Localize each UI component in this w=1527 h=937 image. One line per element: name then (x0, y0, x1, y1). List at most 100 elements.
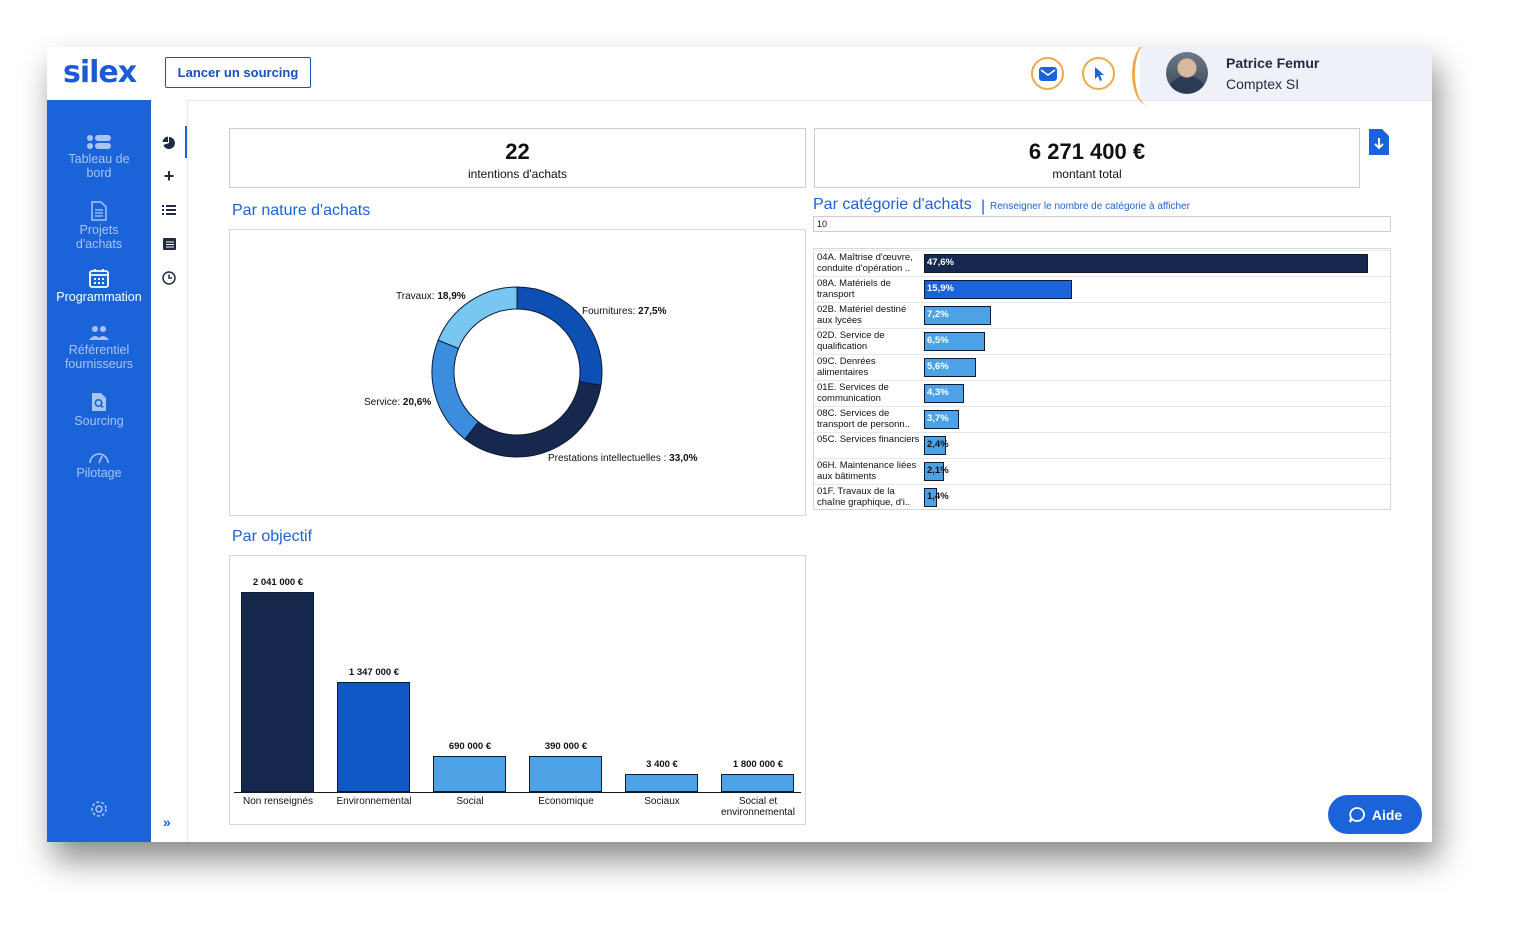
sidebar-item-programmation[interactable]: Programmation (47, 268, 151, 304)
category-bar-row[interactable]: 06H. Maintenance liées aux bâtiments 2,1% (814, 458, 1390, 485)
category-bar[interactable] (924, 410, 959, 429)
category-bar-value: 15,9% (927, 283, 954, 294)
mail-icon (1038, 66, 1057, 81)
help-button[interactable]: Aide (1328, 795, 1422, 834)
category-bar-label: 09C. Denrées alimentaires (817, 356, 876, 378)
sidebar-item-projects[interactable]: Projets d'achats (47, 201, 151, 251)
donut-slice-travaux[interactable] (437, 286, 518, 350)
category-count-input[interactable]: 10 (813, 216, 1391, 232)
objective-bar-chart: 2 041 000 € Non renseignés 1 347 000 € Envi… (229, 555, 806, 825)
user-panel-arc (1132, 47, 1163, 105)
category-bar[interactable] (924, 384, 965, 403)
pie-chart-icon (162, 136, 175, 149)
settings-gear-icon[interactable] (88, 798, 110, 820)
category-bar-row[interactable]: 08A. Matériels de transport 15,9% (814, 276, 1390, 303)
category-bar[interactable] (924, 254, 1368, 273)
donut-slice-prestations[interactable] (464, 381, 602, 458)
category-bar[interactable] (924, 462, 944, 481)
category-bar[interactable] (924, 436, 947, 455)
table-icon (162, 238, 176, 250)
app-window: silex Lancer un sourcing Patrice Femur C… (47, 47, 1432, 842)
list-view-button[interactable] (160, 201, 178, 219)
category-bar-row[interactable]: 08C. Services de transport de personn.. 3… (814, 406, 1390, 433)
user-panel[interactable]: Patrice Femur Comptex SI (1132, 47, 1432, 105)
sidebar-item-label: Tableau de bord (68, 152, 130, 180)
sidebar-item-suppliers[interactable]: Référentiel fournisseurs (47, 325, 151, 371)
category-bar-label: 01F. Travaux de la chaîne graphique, d'i… (817, 486, 911, 508)
kpi-value: 22 (505, 139, 530, 164)
objective-bar-category: Social (456, 796, 484, 807)
calendar-icon (89, 269, 109, 288)
main-sidebar: Tableau de bord Projets d'achats Program… (47, 100, 151, 842)
category-bar-value: 7,2% (927, 309, 949, 320)
category-bar[interactable] (924, 488, 938, 507)
nature-chart-title: Par nature d'achats (232, 202, 371, 219)
category-chart-title: Par catégorie d'achats (813, 196, 972, 213)
objective-bar-category: Non renseignés (242, 796, 314, 807)
objective-bar[interactable] (625, 774, 698, 792)
category-bar-label: 08A. Matériels de transport (817, 278, 891, 300)
sidebar-item-label: Sourcing (74, 414, 124, 428)
category-bar-label: 06H. Maintenance liées aux bâtiments (817, 460, 917, 482)
add-icon[interactable]: + (163, 165, 175, 186)
category-bar[interactable] (924, 358, 977, 377)
category-bar-row[interactable]: 01E. Services de communication 4,3% (814, 380, 1390, 407)
category-bar[interactable] (924, 306, 992, 325)
launch-sourcing-button[interactable]: Lancer un sourcing (165, 57, 311, 88)
user-organization: Comptex SI (1226, 76, 1300, 92)
sidebar-item-label: Programmation (56, 290, 142, 304)
sidebar-item-label: Pilotage (76, 466, 122, 480)
category-bar-value: 4,3% (927, 387, 949, 398)
sidebar-item-dashboard[interactable]: Tableau de bord (47, 134, 151, 180)
objective-bar-value: 3 400 € (646, 759, 678, 770)
objective-bar[interactable] (433, 756, 506, 792)
category-bar-row[interactable]: 02D. Service de qualification 6,5% (814, 328, 1390, 355)
kpi-intentions: 22 intentions d'achats (229, 128, 806, 188)
pointer-icon (1094, 66, 1104, 81)
pie-chart-view-button[interactable] (160, 134, 178, 152)
top-header: silex Lancer un sourcing Patrice Femur C… (47, 47, 1432, 105)
sidebar-item-pilotage[interactable]: Pilotage (47, 450, 151, 480)
category-bar-row[interactable]: 05C. Services financiers 2,4% (814, 432, 1390, 459)
sidebar-item-sourcing[interactable]: Sourcing (47, 392, 151, 428)
category-bar-row[interactable]: 04A. Maîtrise d'œuvre, conduite d'opérat… (814, 250, 1390, 277)
objective-bar[interactable] (529, 756, 602, 792)
notification-button[interactable] (1082, 57, 1115, 90)
category-bar-row[interactable]: 09C. Denrées alimentaires 5,6% (814, 354, 1390, 381)
category-bar[interactable] (924, 332, 985, 351)
mail-button[interactable] (1031, 57, 1064, 90)
category-bar-value: 2,4% (927, 439, 949, 450)
category-bar-row[interactable]: 02B. Matériel destiné aux lycées 7,2% (814, 302, 1390, 329)
objective-bar[interactable] (241, 592, 314, 792)
donut-slice-service[interactable] (431, 339, 480, 440)
objective-chart-baseline (234, 792, 801, 793)
category-bar-value: 5,6% (927, 361, 949, 372)
clock-icon (162, 271, 176, 285)
sidebar-item-label: Projets d'achats (75, 223, 123, 251)
objective-bar[interactable] (337, 682, 410, 792)
history-button[interactable] (160, 269, 178, 287)
kpi-label: intentions d'achats (467, 167, 568, 181)
category-bar-value: 6,5% (927, 335, 949, 346)
category-bar-value: 3,7% (927, 413, 949, 424)
category-bar-label: 04A. Maîtrise d'œuvre, conduite d'opérat… (817, 252, 913, 274)
objective-chart-title: Par objectif (232, 528, 313, 545)
list-icon (162, 205, 176, 215)
table-view-button[interactable] (160, 235, 178, 253)
category-bar-value: 47,6% (927, 257, 954, 268)
category-bar-label: 01E. Services de communication (817, 382, 889, 404)
category-count-hint: Renseigner le nombre de catégorie à affi… (990, 201, 1190, 212)
donut-label-fournitures: Fournitures: 27,5% (582, 306, 667, 317)
objective-bar-value: 1 800 000 € (732, 759, 784, 770)
donut-slice-fournitures[interactable] (516, 286, 603, 386)
category-bar-row[interactable]: 01F. Travaux de la chaîne graphique, d'i… (814, 484, 1390, 511)
category-bar[interactable] (924, 280, 1073, 299)
silex-logo[interactable]: silex (63, 55, 137, 90)
nature-donut-chart (431, 286, 603, 458)
avatar[interactable] (1166, 52, 1208, 94)
nature-chart-panel: Fournitures: 27,5% Prestations intellect… (229, 229, 806, 516)
objective-bar[interactable] (721, 774, 794, 792)
download-file-icon[interactable] (1369, 129, 1389, 155)
objective-bar-category: Social et environnemental (721, 796, 795, 818)
expand-sidebar-icon[interactable]: » (163, 814, 171, 830)
